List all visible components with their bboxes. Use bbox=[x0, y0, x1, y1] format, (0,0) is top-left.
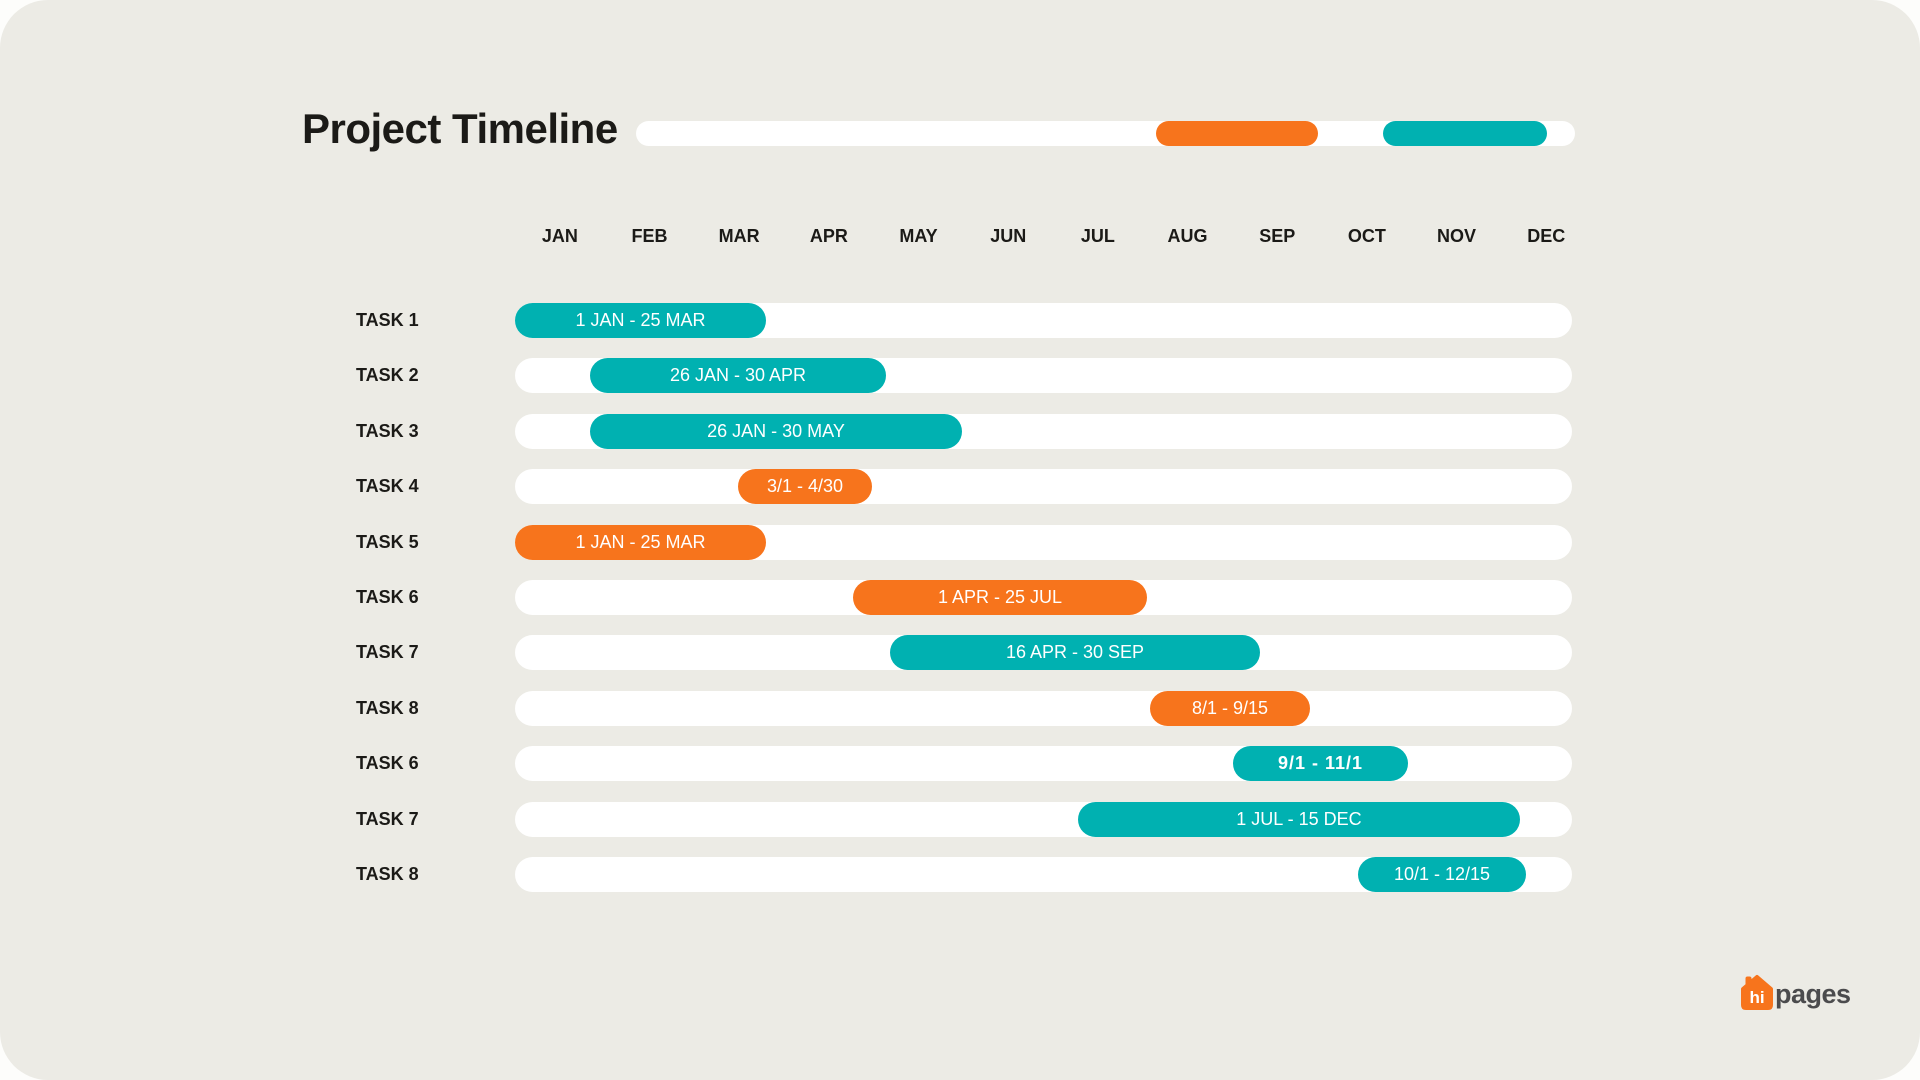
task-bar[interactable]: 3/1 - 4/30 bbox=[738, 469, 872, 504]
month-label-feb: FEB bbox=[631, 226, 668, 246]
task-track: 10/1 - 12/15 bbox=[515, 857, 1572, 892]
month-label-jan: JAN bbox=[541, 226, 578, 246]
hipages-logo: hi pages bbox=[1740, 974, 1851, 1010]
task-track: 26 JAN - 30 MAY bbox=[515, 414, 1572, 449]
gantt-row: TASK 2 26 JAN - 30 APR bbox=[0, 358, 1920, 393]
task-track: 3/1 - 4/30 bbox=[515, 469, 1572, 504]
task-track: 16 APR - 30 SEP bbox=[515, 635, 1572, 670]
task-label: TASK 1 bbox=[356, 310, 419, 330]
month-label-may: MAY bbox=[899, 226, 938, 246]
task-label: TASK 6 bbox=[356, 587, 419, 607]
task-bar[interactable]: 26 JAN - 30 MAY bbox=[590, 414, 962, 449]
gantt-row: TASK 8 8/1 - 9/15 bbox=[0, 691, 1920, 726]
task-bar[interactable]: 9/1 - 11/1 bbox=[1233, 746, 1408, 781]
task-label: TASK 2 bbox=[356, 365, 419, 385]
task-bar[interactable]: 1 APR - 25 JUL bbox=[853, 580, 1147, 615]
header-decor-segment-teal bbox=[1383, 121, 1547, 146]
task-track: 8/1 - 9/15 bbox=[515, 691, 1572, 726]
task-label: TASK 7 bbox=[356, 809, 419, 829]
gantt-row: TASK 6 9/1 - 11/1 bbox=[0, 746, 1920, 781]
month-label-dec: DEC bbox=[1527, 226, 1566, 246]
task-label: TASK 4 bbox=[356, 476, 419, 496]
task-track: 9/1 - 11/1 bbox=[515, 746, 1572, 781]
month-label-jul: JUL bbox=[1080, 226, 1115, 246]
task-track: 1 APR - 25 JUL bbox=[515, 580, 1572, 615]
gantt-row: TASK 1 1 JAN - 25 MAR bbox=[0, 303, 1920, 338]
gantt-row: TASK 3 26 JAN - 30 MAY bbox=[0, 414, 1920, 449]
task-bar[interactable]: 1 JUL - 15 DEC bbox=[1078, 802, 1520, 837]
hipages-house-icon: hi bbox=[1741, 975, 1773, 1010]
header-decor-segment-orange bbox=[1156, 121, 1318, 146]
logo-pages-text: pages bbox=[1775, 979, 1851, 1009]
page-title: Project Timeline bbox=[302, 105, 618, 152]
task-bar[interactable]: 26 JAN - 30 APR bbox=[590, 358, 886, 393]
task-label: TASK 8 bbox=[356, 698, 419, 718]
gantt-row: TASK 7 16 APR - 30 SEP bbox=[0, 635, 1920, 670]
task-label: TASK 3 bbox=[356, 421, 419, 441]
task-bar[interactable]: 1 JAN - 25 MAR bbox=[515, 525, 766, 560]
task-label: TASK 7 bbox=[356, 642, 419, 662]
logo-hi-text: hi bbox=[1749, 988, 1764, 1007]
month-header-row: JAN FEB MAR APR MAY JUN JUL AUG SEP OCT NOV DEC bbox=[515, 226, 1591, 247]
task-bar[interactable]: 1 JAN - 25 MAR bbox=[515, 303, 766, 338]
gantt-row: TASK 8 10/1 - 12/15 bbox=[0, 857, 1920, 892]
month-label-sep: SEP bbox=[1259, 226, 1296, 246]
header-decor-track bbox=[636, 121, 1575, 146]
gantt-row: TASK 4 3/1 - 4/30 bbox=[0, 469, 1920, 504]
task-bar[interactable]: 10/1 - 12/15 bbox=[1358, 857, 1526, 892]
gantt-row: TASK 7 1 JUL - 15 DEC bbox=[0, 802, 1920, 837]
month-label-nov: NOV bbox=[1437, 226, 1477, 246]
task-track: 1 JAN - 25 MAR bbox=[515, 525, 1572, 560]
month-label-jun: JUN bbox=[990, 226, 1027, 246]
gantt-row: TASK 6 1 APR - 25 JUL bbox=[0, 580, 1920, 615]
task-bar[interactable]: 8/1 - 9/15 bbox=[1150, 691, 1310, 726]
task-label: TASK 8 bbox=[356, 864, 419, 884]
month-label-aug: AUG bbox=[1167, 226, 1208, 246]
task-track: 1 JUL - 15 DEC bbox=[515, 802, 1572, 837]
task-track: 26 JAN - 30 APR bbox=[515, 358, 1572, 393]
gantt-row: TASK 5 1 JAN - 25 MAR bbox=[0, 525, 1920, 560]
month-label-apr: APR bbox=[809, 226, 848, 246]
task-label: TASK 5 bbox=[356, 532, 419, 552]
month-label-oct: OCT bbox=[1347, 226, 1386, 246]
task-track: 1 JAN - 25 MAR bbox=[515, 303, 1572, 338]
task-bar[interactable]: 16 APR - 30 SEP bbox=[890, 635, 1260, 670]
month-label-mar: MAR bbox=[718, 226, 760, 246]
task-label: TASK 6 bbox=[356, 753, 419, 773]
